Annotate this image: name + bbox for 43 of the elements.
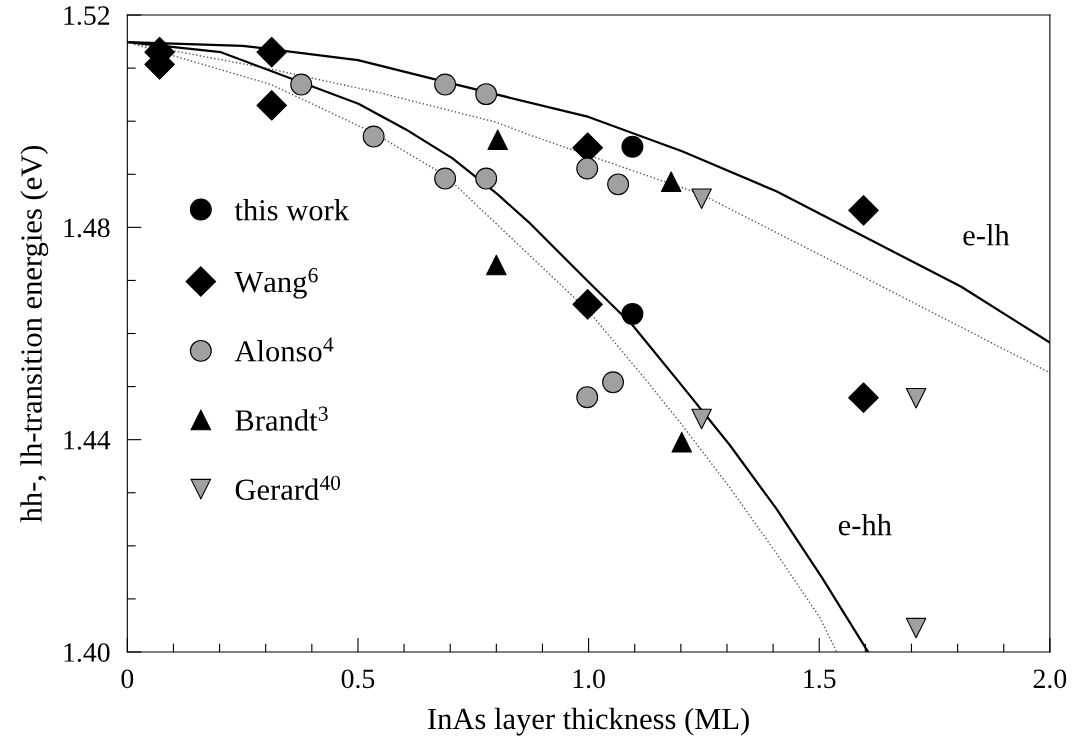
point (572, 289, 603, 320)
y-tick-label: 1.40 (64, 643, 110, 663)
legend-label: Wang$^{6}$ (234, 268, 318, 299)
y-tick-label: 1.52 (64, 6, 110, 26)
legend-label: Gerard$^{40}$ (235, 475, 341, 501)
x-tick-label: 1.5 (804, 669, 836, 689)
legend-label: this work (234, 199, 350, 221)
x-tick-label: 2.0 (1033, 669, 1067, 689)
point (362, 125, 385, 148)
y-axis-title: hh-, lh-transition energies (eV) (20, 145, 49, 523)
y-tick-label: 1.44 (64, 430, 111, 450)
point (905, 617, 927, 639)
point (576, 157, 599, 180)
point (848, 195, 879, 226)
y-tick-label: 1.48 (64, 218, 110, 238)
point (576, 386, 599, 409)
point (475, 167, 498, 190)
point (487, 129, 509, 151)
x-tick-label: 0 (121, 669, 134, 689)
point (660, 171, 682, 192)
point (434, 167, 457, 190)
legend-label: Brandt$^{3}$ (235, 406, 328, 431)
point (691, 408, 712, 430)
point (607, 173, 630, 196)
point (602, 371, 625, 394)
point (256, 89, 287, 121)
point (691, 188, 712, 209)
point (848, 382, 879, 414)
point (905, 387, 927, 409)
point (621, 302, 644, 325)
x-tick-label: 0.5 (341, 669, 375, 689)
x-tick-label: 1.0 (573, 669, 605, 689)
point (671, 432, 693, 453)
point (621, 135, 644, 158)
point (434, 73, 457, 96)
point (486, 254, 507, 276)
x-axis-title: InAs layer thickness (ML) (428, 707, 749, 736)
legend-label: Alonso$^{4}$ (234, 337, 334, 362)
point (290, 73, 313, 96)
point (475, 83, 498, 106)
annotation: e-lh (963, 224, 1010, 246)
point (256, 36, 287, 68)
annotation: e-hh (838, 513, 892, 536)
